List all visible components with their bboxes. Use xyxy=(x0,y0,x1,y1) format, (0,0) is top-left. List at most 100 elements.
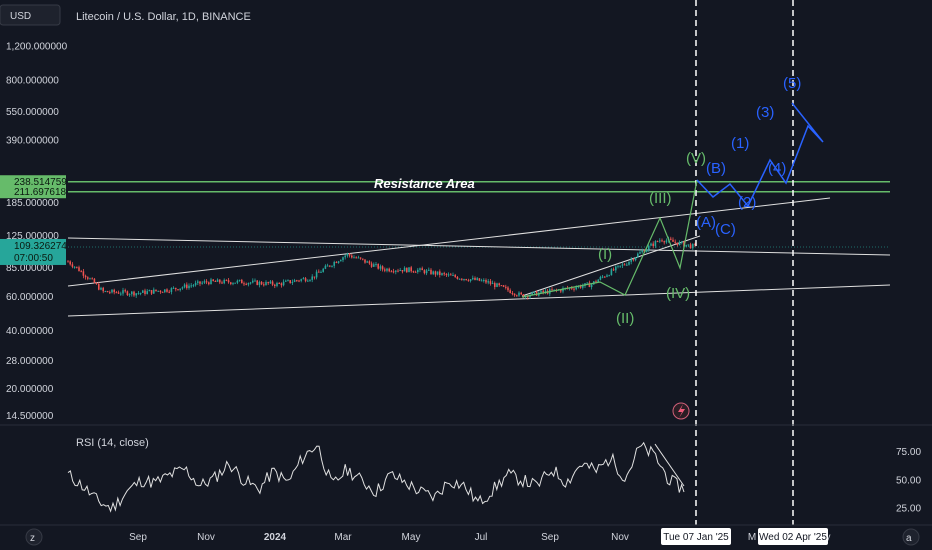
candle-body xyxy=(109,292,111,294)
candle-body xyxy=(267,282,269,284)
candle-body xyxy=(461,278,463,280)
candle-body xyxy=(302,278,305,280)
time-axis[interactable]: SepNov2024MarMayJulSepNovMyTue 07 Jan '2… xyxy=(0,524,932,545)
candle-body xyxy=(247,283,250,285)
candle-body xyxy=(276,283,278,286)
candle-body xyxy=(205,281,208,283)
candle-body xyxy=(197,281,199,283)
candle-body xyxy=(142,290,144,293)
candle-body xyxy=(689,244,692,249)
candle-body xyxy=(106,291,109,293)
auto-scale-icon[interactable] xyxy=(902,528,920,546)
candle-body xyxy=(458,278,461,280)
price-tick-label: 40.000000 xyxy=(6,326,54,337)
candle-body xyxy=(172,287,175,289)
currency-label[interactable]: USD xyxy=(10,11,31,22)
rsi-line[interactable] xyxy=(67,441,685,513)
candle-body xyxy=(641,250,643,253)
flash-icon[interactable] xyxy=(672,402,690,420)
candle-body xyxy=(685,244,687,247)
green-wave-label: (V) xyxy=(686,150,706,167)
candle-body xyxy=(403,267,406,272)
candle-body xyxy=(227,280,230,283)
trendline[interactable] xyxy=(67,237,891,256)
candle-body xyxy=(355,257,357,259)
candle-body xyxy=(353,257,355,259)
price-badge-value: 211.697618 xyxy=(14,187,67,198)
candle-body xyxy=(232,283,234,285)
candle-body xyxy=(681,241,683,243)
candle-body xyxy=(659,240,661,242)
candle-body xyxy=(120,293,122,295)
candle-body xyxy=(511,293,514,295)
candle-body xyxy=(500,285,503,287)
candle-body xyxy=(84,275,87,278)
candle-body xyxy=(159,290,162,292)
candle-body xyxy=(113,289,115,293)
candle-body xyxy=(311,276,313,280)
candle-body xyxy=(93,278,96,284)
candle-body xyxy=(344,255,346,258)
price-axis[interactable]: 1,200.000000 800.000000 550.000000 390.0000… xyxy=(0,42,68,422)
candle-body xyxy=(639,252,641,254)
time-tick-label: Sep xyxy=(541,532,559,543)
candle-body xyxy=(513,293,516,296)
candle-body xyxy=(637,253,639,258)
candle-body xyxy=(87,277,89,279)
trendline[interactable] xyxy=(67,197,831,287)
candle-body xyxy=(432,271,434,275)
candle-body xyxy=(608,275,610,277)
candle-body xyxy=(439,271,441,275)
candle-body xyxy=(414,271,417,273)
currency-box[interactable] xyxy=(0,4,61,26)
time-highlight-box[interactable] xyxy=(758,528,828,545)
time-tick-label: Jul xyxy=(475,532,488,543)
candle-body xyxy=(122,290,124,294)
time-highlight-box[interactable] xyxy=(661,528,731,545)
candle-body xyxy=(423,270,426,274)
candle-body xyxy=(652,243,654,247)
bottom-right-button[interactable]: a xyxy=(902,528,920,546)
candle-body xyxy=(542,290,544,293)
trendline[interactable] xyxy=(521,235,701,297)
candle-body xyxy=(181,287,184,289)
price-badge-value: 109.326274 xyxy=(14,241,67,252)
bottom-left-button[interactable]: z xyxy=(25,528,43,546)
candle-body xyxy=(436,271,439,275)
candle-body xyxy=(368,261,371,264)
price-tick-label: 14.500000 xyxy=(6,411,54,422)
candle-body xyxy=(588,282,591,288)
candle-body xyxy=(412,271,415,273)
candle-body xyxy=(441,273,443,275)
candle-body xyxy=(683,241,685,247)
candle-body xyxy=(300,279,302,281)
candle-body xyxy=(128,294,131,296)
green-wave-path[interactable] xyxy=(521,179,698,298)
trendline[interactable] xyxy=(67,284,891,317)
log-scale-icon[interactable] xyxy=(25,528,43,546)
candle-body xyxy=(331,265,333,267)
candle-body xyxy=(395,270,397,272)
candle-body xyxy=(529,295,531,298)
candle-body xyxy=(619,265,621,267)
candle-body xyxy=(401,270,404,272)
candle-body xyxy=(604,276,606,278)
rsi-trendline[interactable] xyxy=(654,443,685,487)
candle-body xyxy=(137,293,140,295)
candle-body xyxy=(146,291,148,294)
candle-body xyxy=(450,274,452,276)
candle-body xyxy=(161,291,164,293)
candle-body xyxy=(366,261,368,263)
candle-body xyxy=(175,287,177,290)
candle-body xyxy=(89,278,91,280)
time-tick-label: May xyxy=(402,532,421,543)
symbol-title: Litecoin / U.S. Dollar, 1D, BINANCE xyxy=(76,11,251,23)
candle-body xyxy=(313,276,316,278)
candle-body xyxy=(562,288,564,292)
candle-body xyxy=(419,268,421,270)
forecast-path[interactable] xyxy=(696,102,824,208)
candle-body xyxy=(190,285,192,287)
flash-icon-glyph xyxy=(678,404,685,418)
